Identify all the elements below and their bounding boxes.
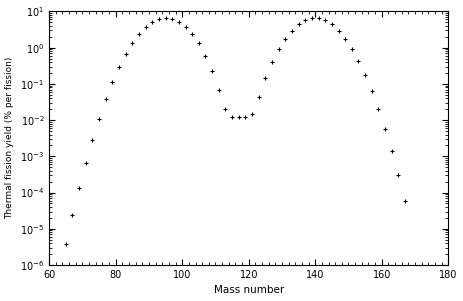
Y-axis label: Thermal fission yield (% per fission): Thermal fission yield (% per fission) xyxy=(6,57,14,219)
X-axis label: Mass number: Mass number xyxy=(213,285,284,296)
